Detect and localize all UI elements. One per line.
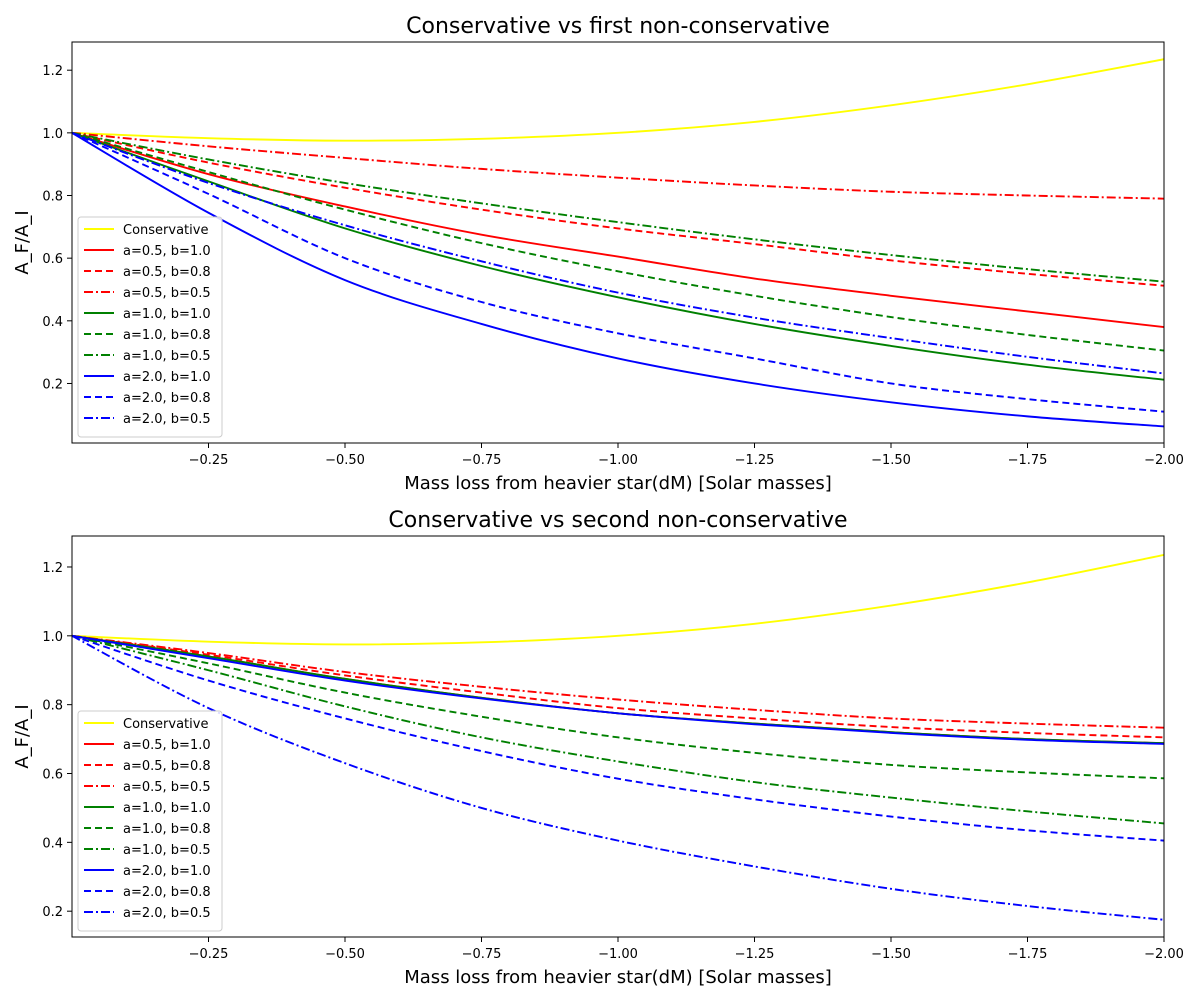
x-tick-label: −0.25	[189, 947, 229, 962]
legend-label: a=2.0, b=0.5	[123, 906, 211, 921]
x-tick-label: −1.50	[871, 453, 911, 468]
x-tick-label: −2.00	[1144, 947, 1184, 962]
y-tick-label: 0.4	[42, 836, 63, 851]
x-tick-label: −1.25	[735, 453, 775, 468]
legend-label: a=1.0, b=0.8	[123, 328, 211, 343]
x-tick-label: −1.00	[598, 453, 638, 468]
x-tick-label: −0.50	[325, 947, 365, 962]
series-line-8	[72, 131, 1164, 413]
legend-label: a=2.0, b=0.5	[123, 412, 211, 427]
y-tick-label: 0.8	[42, 699, 63, 714]
legend-box	[77, 710, 223, 932]
legend-label: a=0.5, b=0.8	[123, 759, 211, 774]
legend: Conservative a=0.5, b=1.0 a=0.5, b=0.8 a=0.…	[77, 710, 223, 932]
y-tick-label: 0.2	[42, 377, 63, 392]
legend-label: a=0.5, b=1.0	[123, 738, 211, 753]
y-axis-label: A_F/A_I	[12, 210, 33, 274]
series-line-3	[72, 634, 1164, 729]
x-tick-label: −0.25	[189, 453, 229, 468]
y-tick-label: 0.4	[42, 315, 63, 330]
series-line-6	[72, 634, 1164, 825]
legend-label: a=1.0, b=0.5	[123, 843, 211, 858]
series-line-2	[72, 131, 1164, 287]
legend-label: a=2.0, b=0.8	[123, 391, 211, 406]
y-tick-label: 0.2	[42, 905, 63, 920]
series-line-9	[72, 634, 1164, 921]
x-tick-label: −1.75	[1008, 947, 1048, 962]
x-tick-label: −2.00	[1144, 453, 1184, 468]
legend-label: a=2.0, b=1.0	[123, 370, 211, 385]
y-tick-label: 1.2	[42, 561, 63, 576]
legend-label: a=1.0, b=1.0	[123, 801, 211, 816]
series-line-0	[72, 553, 1164, 646]
x-tick-label: −0.75	[462, 947, 502, 962]
x-tick-label: −0.50	[325, 453, 365, 468]
x-tick-label: −0.75	[462, 453, 502, 468]
legend-label: Conservative	[123, 223, 208, 238]
series-line-5	[72, 131, 1164, 352]
series-line-5	[72, 634, 1164, 780]
series-line-0	[72, 58, 1164, 142]
legend-label: a=0.5, b=1.0	[123, 244, 211, 259]
series-line-8	[72, 634, 1164, 842]
legend-label: a=0.5, b=0.5	[123, 286, 211, 301]
series-line-3	[72, 131, 1164, 200]
legend: Conservative a=0.5, b=1.0 a=0.5, b=0.8 a=0.…	[77, 216, 223, 438]
chart-title: Conservative vs first non-conservative	[406, 14, 830, 39]
legend-label: a=1.0, b=0.5	[123, 349, 211, 364]
chart-top: Conservative vs first non-conservative −0…	[12, 14, 1184, 494]
series-line-1	[72, 131, 1164, 329]
y-tick-label: 0.8	[42, 190, 63, 205]
series-line-6	[72, 131, 1164, 283]
series-line-2	[72, 634, 1164, 739]
y-tick-label: 1.0	[42, 630, 63, 645]
series-group	[72, 58, 1164, 428]
y-axis-label: A_F/A_I	[12, 704, 33, 768]
x-axis-label: Mass loss from heavier star(dM) [Solar m…	[404, 967, 832, 988]
y-tick-label: 0.6	[42, 252, 63, 267]
y-tick-label: 1.2	[42, 64, 63, 79]
legend-label: a=0.5, b=0.8	[123, 265, 211, 280]
series-line-7	[72, 634, 1164, 745]
x-tick-label: −1.00	[598, 947, 638, 962]
x-tick-label: −1.25	[735, 947, 775, 962]
series-line-9	[72, 131, 1164, 375]
legend-label: a=1.0, b=1.0	[123, 307, 211, 322]
legend-label: a=1.0, b=0.8	[123, 822, 211, 837]
y-tick-label: 0.6	[42, 768, 63, 783]
x-tick-label: −1.50	[871, 947, 911, 962]
y-tick-label: 1.0	[42, 127, 63, 142]
legend-label: a=2.0, b=1.0	[123, 864, 211, 879]
legend-box	[77, 216, 223, 438]
chart-bottom: Conservative vs second non-conservative −…	[12, 508, 1184, 988]
series-group	[72, 553, 1164, 921]
series-line-7	[72, 132, 1164, 428]
legend-label: a=0.5, b=0.5	[123, 780, 211, 795]
x-tick-label: −1.75	[1008, 453, 1048, 468]
legend-label: Conservative	[123, 717, 208, 732]
chart-title: Conservative vs second non-conservative	[388, 508, 847, 533]
legend-label: a=2.0, b=0.8	[123, 885, 211, 900]
x-axis-label: Mass loss from heavier star(dM) [Solar m…	[404, 473, 832, 494]
